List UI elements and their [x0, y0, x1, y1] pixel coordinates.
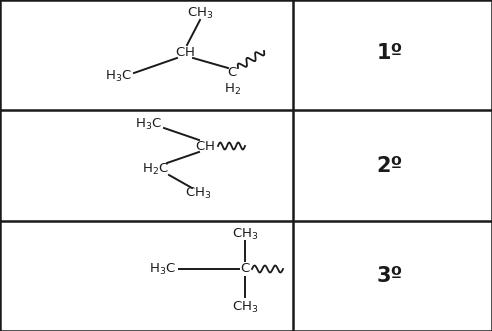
Text: $\mathregular{CH_3}$: $\mathregular{CH_3}$ — [232, 226, 258, 242]
Text: $\mathregular{H_2C}$: $\mathregular{H_2C}$ — [142, 162, 168, 176]
Text: $\mathregular{CH}$: $\mathregular{CH}$ — [195, 139, 215, 153]
Text: $\mathregular{CH_3}$: $\mathregular{CH_3}$ — [185, 185, 211, 201]
Text: $\mathregular{C}$: $\mathregular{C}$ — [227, 67, 237, 79]
Text: 3º: 3º — [377, 266, 403, 286]
Text: $\mathregular{CH}$: $\mathregular{CH}$ — [175, 46, 195, 60]
Text: $\mathregular{CH_3}$: $\mathregular{CH_3}$ — [232, 300, 258, 314]
Text: $\mathregular{CH_3}$: $\mathregular{CH_3}$ — [187, 5, 213, 21]
Text: 1º: 1º — [377, 43, 403, 63]
Text: $\mathregular{H_3C}$: $\mathregular{H_3C}$ — [149, 261, 176, 276]
Text: 2º: 2º — [377, 156, 403, 176]
Text: $\mathregular{H_3C}$: $\mathregular{H_3C}$ — [134, 117, 161, 131]
Text: $\mathregular{H_2}$: $\mathregular{H_2}$ — [223, 81, 241, 97]
Text: $\mathregular{C}$: $\mathregular{C}$ — [240, 262, 250, 275]
Text: $\mathregular{H_3C}$: $\mathregular{H_3C}$ — [105, 69, 131, 83]
